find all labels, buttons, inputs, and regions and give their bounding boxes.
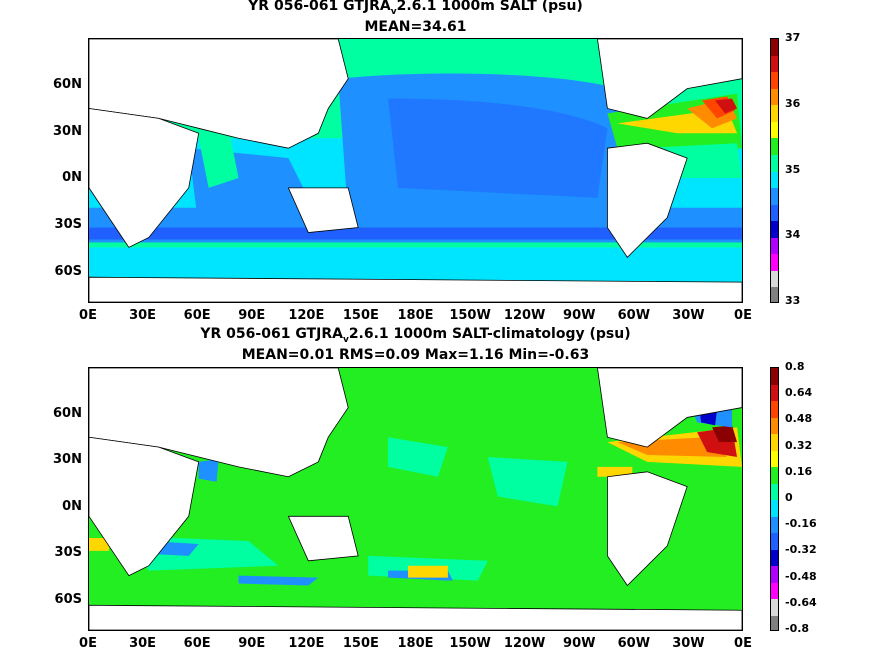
lon-tick-label: 60E <box>183 636 211 651</box>
colorbar-swatch <box>771 533 778 550</box>
lon-tick-label: 90E <box>238 308 266 323</box>
colorbar-swatch <box>771 384 778 401</box>
lon-tick-label: 180E <box>397 636 434 651</box>
lon-tick-label: 150E <box>342 636 379 651</box>
lon-tick-label: 60W <box>617 636 651 651</box>
salinity-anomaly-map <box>88 367 743 631</box>
lon-tick-label: 120E <box>288 308 325 323</box>
colorbar-swatch <box>771 154 778 172</box>
lon-tick-label: 0E <box>79 636 97 651</box>
lon-tick-label: 30W <box>672 308 705 323</box>
lon-tick-label: 60W <box>617 308 651 323</box>
lon-tick-label: 120W <box>503 308 546 323</box>
colorbar-swatch <box>771 171 778 189</box>
colorbar-swatch <box>771 237 778 255</box>
colorbar-swatch <box>771 138 778 155</box>
colorbar-label: -0.8 <box>785 622 810 635</box>
colorbar-swatch <box>771 254 778 271</box>
lon-tick-label: 120W <box>503 636 546 651</box>
colorbar-label: -0.32 <box>785 543 817 557</box>
colorbar-swatch <box>771 516 778 533</box>
colorbar-swatch <box>771 188 778 205</box>
colorbar-label: 34 <box>785 228 801 242</box>
colorbar-swatch <box>771 270 778 288</box>
colorbar-label: 33 <box>785 294 801 307</box>
panel2-title: YR 056-061 GTJRAv2.6.1 1000m SALT-climat… <box>200 326 631 345</box>
lon-tick-label: 150E <box>342 308 379 323</box>
colorbar-swatch <box>771 450 778 467</box>
lon-tick-label: 180E <box>397 308 434 323</box>
lon-tick-label: 30E <box>129 636 157 651</box>
colorbar-label: 0 <box>785 491 793 504</box>
colorbar-label: 37 <box>785 31 801 44</box>
colorbar-label: 36 <box>785 96 801 110</box>
colorbar-swatch <box>771 287 778 302</box>
lon-tick-label: 30W <box>672 636 705 651</box>
colorbar-swatch <box>771 549 778 566</box>
panel2-stats: MEAN=0.01 RMS=0.09 Max=1.16 Min=-0.63 <box>241 347 590 363</box>
colorbar-label: -0.64 <box>785 595 817 609</box>
lon-tick-label: 90W <box>563 636 596 651</box>
lat-tick-label: 60S <box>54 263 82 279</box>
lon-tick-label: 0E <box>734 308 752 323</box>
lat-tick-label: 0N <box>62 498 82 514</box>
colorbar-swatch <box>771 417 778 434</box>
panel1-stats: MEAN=34.61 <box>364 19 467 35</box>
lat-tick-label: 60N <box>53 76 82 92</box>
colorbar-swatch <box>771 88 778 106</box>
colorbar-swatch <box>771 615 778 630</box>
colorbar-swatch <box>771 434 778 451</box>
lon-tick-label: 60E <box>183 308 211 323</box>
colorbar-swatch <box>771 204 778 222</box>
colorbar-label: 0.8 <box>785 360 805 373</box>
colorbar-swatch <box>771 483 778 500</box>
lat-tick-label: 30S <box>54 545 82 561</box>
colorbar-swatch <box>771 566 778 583</box>
lat-tick-label: 60N <box>53 405 82 421</box>
salinity-colorbar <box>770 38 779 303</box>
colorbar-label: -0.48 <box>785 569 817 583</box>
lon-tick-label: 30E <box>129 308 157 323</box>
lat-tick-label: 30N <box>53 452 82 468</box>
colorbar-swatch <box>771 221 778 238</box>
lon-tick-label: 90W <box>563 308 596 323</box>
salinity-anomaly-map-canvas <box>89 368 742 630</box>
lat-tick-label: 30N <box>53 123 82 139</box>
lon-tick-label: 90E <box>238 636 266 651</box>
lat-tick-label: 0N <box>62 170 82 186</box>
colorbar-label: 0.64 <box>785 386 813 400</box>
colorbar-label: 35 <box>785 162 801 176</box>
colorbar-swatch <box>771 39 778 56</box>
salinity-map-canvas <box>89 39 742 302</box>
colorbar-swatch <box>771 105 778 122</box>
colorbar-swatch <box>771 72 778 89</box>
colorbar-label: -0.16 <box>785 517 817 531</box>
colorbar-label: 0.48 <box>785 412 813 426</box>
lon-tick-label: 0E <box>79 308 97 323</box>
colorbar-swatch <box>771 55 778 73</box>
lon-tick-label: 120E <box>288 636 325 651</box>
panel1-title: YR 056-061 GTJRAv2.6.1 1000m SALT (psu) <box>248 0 583 17</box>
colorbar-label: 0.16 <box>785 464 813 478</box>
colorbar-swatch <box>771 599 778 616</box>
salinity-map <box>88 38 743 303</box>
colorbar-swatch <box>771 121 778 139</box>
colorbar-label: 0.32 <box>785 438 813 452</box>
colorbar-swatch <box>771 401 778 418</box>
lon-tick-label: 150W <box>449 308 491 323</box>
anomaly-colorbar <box>770 367 779 631</box>
lon-tick-label: 0E <box>734 636 752 651</box>
colorbar-swatch <box>771 368 778 385</box>
lat-tick-label: 60S <box>54 591 82 607</box>
colorbar-swatch <box>771 467 778 484</box>
colorbar-swatch <box>771 500 778 517</box>
colorbar-swatch <box>771 582 778 599</box>
lon-tick-label: 150W <box>449 636 491 651</box>
lat-tick-label: 30S <box>54 217 82 233</box>
